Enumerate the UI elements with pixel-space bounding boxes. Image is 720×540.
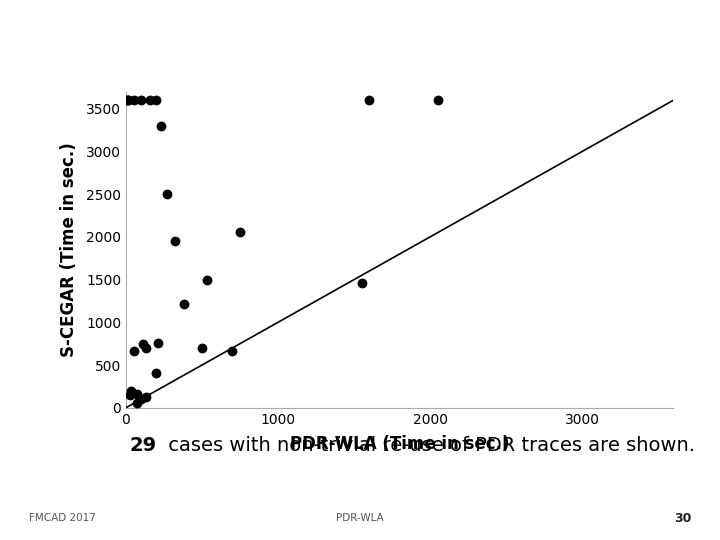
Point bbox=[125, 386, 136, 395]
X-axis label: PDR-WLA (Time in sec.): PDR-WLA (Time in sec.) bbox=[290, 435, 509, 453]
Text: Comparison of S-CEGAR and PDR-WLA: Comparison of S-CEGAR and PDR-WLA bbox=[13, 27, 720, 65]
Point bbox=[145, 96, 156, 105]
Point bbox=[201, 275, 212, 284]
Point bbox=[129, 347, 140, 356]
Point bbox=[150, 96, 162, 105]
Point bbox=[122, 96, 133, 105]
Point bbox=[197, 343, 208, 352]
Point bbox=[152, 339, 163, 347]
Text: cases with non-trivial re-use of PDR traces are shown.: cases with non-trivial re-use of PDR tra… bbox=[162, 436, 695, 455]
Y-axis label: S-CEGAR (Time in sec.): S-CEGAR (Time in sec.) bbox=[60, 143, 78, 357]
Text: 30: 30 bbox=[674, 512, 691, 525]
Point bbox=[356, 279, 367, 287]
Point bbox=[137, 339, 148, 348]
Point bbox=[161, 190, 173, 199]
Text: FMCAD 2017: FMCAD 2017 bbox=[29, 514, 96, 523]
Point bbox=[128, 96, 140, 105]
Point bbox=[140, 343, 151, 352]
Point bbox=[178, 300, 189, 309]
Point bbox=[131, 399, 143, 408]
Point bbox=[135, 96, 147, 105]
Point bbox=[150, 368, 162, 377]
Point bbox=[227, 347, 238, 356]
Point bbox=[169, 237, 181, 246]
Point bbox=[234, 227, 246, 236]
Point bbox=[122, 96, 134, 105]
Point bbox=[364, 96, 375, 105]
Point bbox=[140, 393, 151, 402]
Point bbox=[135, 395, 147, 403]
Point bbox=[131, 390, 143, 399]
Point bbox=[121, 96, 132, 105]
Point bbox=[156, 122, 167, 130]
Text: 29: 29 bbox=[130, 436, 157, 455]
Point bbox=[124, 390, 135, 399]
Text: PDR-WLA: PDR-WLA bbox=[336, 514, 384, 523]
Point bbox=[432, 96, 444, 105]
